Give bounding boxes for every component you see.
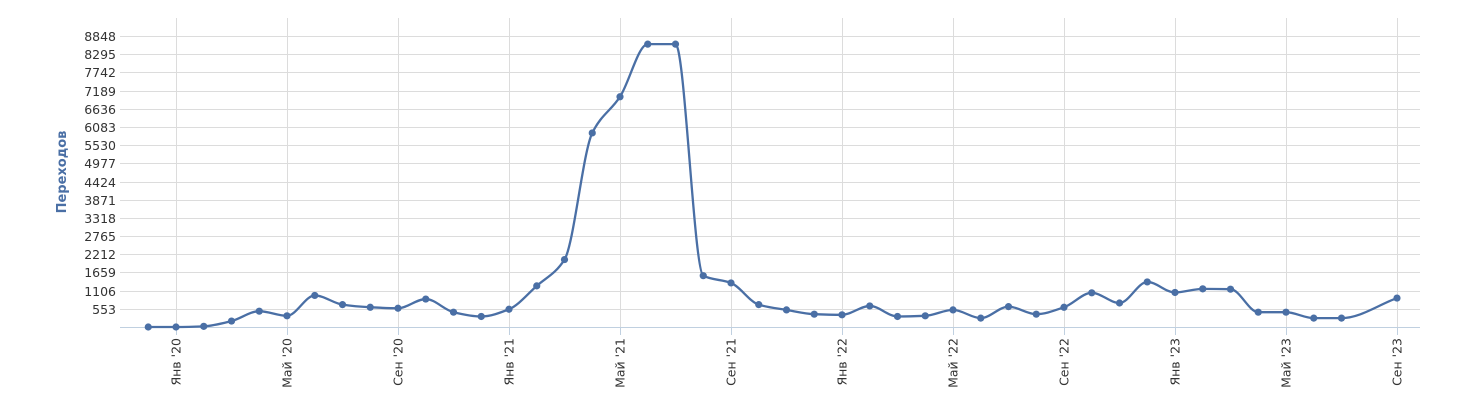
x-tick-label: Май '23 — [1279, 338, 1294, 388]
y-tick-label: 553 — [92, 302, 116, 317]
data-point[interactable] — [338, 301, 347, 309]
data-point[interactable] — [782, 306, 791, 314]
data-point[interactable] — [1143, 278, 1151, 286]
x-tick-label: Янв '21 — [502, 338, 517, 386]
y-tick-label: 6083 — [84, 120, 116, 135]
y-tick-label: 1106 — [84, 284, 116, 299]
x-tick-label: Сен '23 — [1390, 338, 1405, 386]
data-point[interactable] — [1060, 303, 1068, 311]
data-point[interactable] — [810, 310, 818, 318]
data-point[interactable] — [1115, 299, 1124, 307]
data-point[interactable] — [144, 323, 152, 331]
x-tick-label: Сен '22 — [1057, 338, 1072, 386]
y-tick-label: 7189 — [84, 84, 116, 99]
data-point[interactable] — [1171, 288, 1179, 297]
y-tick-label: 2765 — [84, 229, 116, 244]
y-tick-label: 6636 — [84, 102, 116, 117]
data-point[interactable] — [949, 306, 957, 314]
data-point[interactable] — [893, 312, 902, 321]
x-tick-label: Янв '22 — [835, 338, 850, 386]
data-point[interactable] — [1226, 285, 1235, 293]
data-point[interactable] — [977, 314, 985, 322]
data-point[interactable] — [311, 291, 319, 300]
vertical-grid — [176, 18, 1398, 335]
data-point[interactable] — [866, 302, 874, 310]
y-tick-label: 8295 — [84, 47, 116, 62]
data-point[interactable] — [533, 282, 541, 290]
data-point[interactable] — [1282, 308, 1290, 316]
x-tick-label: Май '21 — [613, 338, 628, 388]
data-point[interactable] — [921, 312, 929, 320]
data-point[interactable] — [422, 295, 430, 303]
data-point[interactable] — [449, 308, 458, 316]
y-tick-label: 4424 — [84, 175, 116, 190]
data-point[interactable] — [616, 93, 624, 101]
data-point[interactable] — [172, 323, 180, 331]
x-tick-label: Янв '23 — [1168, 338, 1183, 386]
data-point[interactable] — [560, 255, 569, 264]
data-point[interactable] — [1254, 308, 1262, 316]
data-point[interactable] — [727, 279, 735, 287]
x-tick-label: Май '20 — [280, 338, 295, 388]
data-point[interactable] — [1004, 303, 1013, 311]
y-tick-label: 4977 — [84, 156, 116, 171]
y-tick-label: 8848 — [84, 29, 116, 44]
data-point[interactable] — [671, 40, 680, 48]
data-point[interactable] — [283, 312, 291, 320]
data-point[interactable] — [477, 312, 485, 321]
data-point[interactable] — [699, 272, 707, 280]
data-point[interactable] — [1088, 289, 1096, 297]
series-line — [148, 43, 1398, 329]
data-point[interactable] — [394, 304, 402, 312]
data-point[interactable] — [644, 40, 652, 48]
data-point[interactable] — [755, 301, 763, 309]
x-axis-ticks: Янв '20 Май '20 Сен '20 Янв '21 Май '21 Сен '… — [169, 338, 1405, 388]
y-tick-label: 3318 — [84, 211, 116, 226]
data-point[interactable] — [1337, 314, 1346, 322]
x-tick-label: Сен '21 — [724, 338, 739, 386]
y-tick-label: 2212 — [84, 247, 116, 262]
data-point[interactable] — [200, 322, 208, 330]
data-point[interactable] — [588, 129, 596, 137]
data-point[interactable] — [838, 311, 846, 319]
y-tick-label: 7742 — [84, 65, 116, 80]
data-point[interactable] — [1032, 310, 1040, 318]
data-points — [144, 40, 1401, 331]
y-axis-ticks: 553 1106 1659 2212 2765 3318 3871 4424 4977 5530 6… — [84, 29, 116, 317]
data-point[interactable] — [1199, 285, 1207, 293]
y-tick-label: 1659 — [84, 265, 116, 280]
x-tick-label: Сен '20 — [391, 338, 406, 386]
data-point[interactable] — [366, 303, 374, 311]
y-axis-title: Переходов — [55, 131, 70, 214]
y-tick-label: 3871 — [84, 193, 116, 208]
data-point[interactable] — [505, 305, 513, 313]
data-point[interactable] — [1393, 294, 1401, 302]
data-point[interactable] — [227, 317, 236, 325]
data-point[interactable] — [255, 307, 263, 315]
x-tick-label: Май '22 — [946, 338, 961, 388]
x-tick-label: Янв '20 — [169, 338, 184, 386]
horizontal-grid — [120, 36, 1420, 310]
data-point[interactable] — [1310, 314, 1318, 322]
y-tick-label: 5530 — [84, 138, 116, 153]
